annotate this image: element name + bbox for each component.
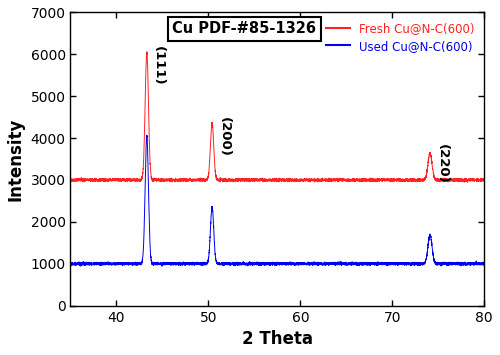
Text: (111): (111) (152, 46, 164, 86)
Used Cu@N-C(600) (159, 264, 165, 268)
Used Cu@N-C(600) (396, 262, 402, 267)
Fresh Cu@N-C(600) (330, 179, 336, 183)
Used Cu@N-C(600) (68, 262, 73, 266)
Used Cu@N-C(600) (88, 261, 94, 266)
Fresh Cu@N-C(600) (481, 176, 487, 181)
Line: Used Cu@N-C(600): Used Cu@N-C(600) (70, 135, 484, 266)
Used Cu@N-C(600) (374, 262, 380, 266)
Used Cu@N-C(600) (144, 133, 150, 137)
Fresh Cu@N-C(600) (68, 178, 73, 182)
Fresh Cu@N-C(600) (144, 50, 150, 54)
X-axis label: 2 Theta: 2 Theta (242, 330, 313, 348)
Used Cu@N-C(600) (312, 262, 318, 266)
Fresh Cu@N-C(600) (396, 179, 402, 184)
Line: Fresh Cu@N-C(600): Fresh Cu@N-C(600) (70, 52, 484, 182)
Legend: Fresh Cu@N-C(600), Used Cu@N-C(600): Fresh Cu@N-C(600), Used Cu@N-C(600) (322, 18, 478, 56)
Text: (220): (220) (436, 144, 448, 184)
Text: (200): (200) (218, 117, 230, 157)
Used Cu@N-C(600) (330, 262, 336, 266)
Used Cu@N-C(600) (218, 262, 224, 266)
Text: Cu PDF-#85-1326: Cu PDF-#85-1326 (172, 21, 316, 36)
Fresh Cu@N-C(600) (218, 177, 224, 181)
Used Cu@N-C(600) (481, 261, 487, 266)
Fresh Cu@N-C(600) (312, 178, 318, 182)
Fresh Cu@N-C(600) (88, 178, 94, 182)
Y-axis label: Intensity: Intensity (7, 118, 25, 201)
Fresh Cu@N-C(600) (374, 178, 380, 182)
Fresh Cu@N-C(600) (461, 180, 467, 185)
